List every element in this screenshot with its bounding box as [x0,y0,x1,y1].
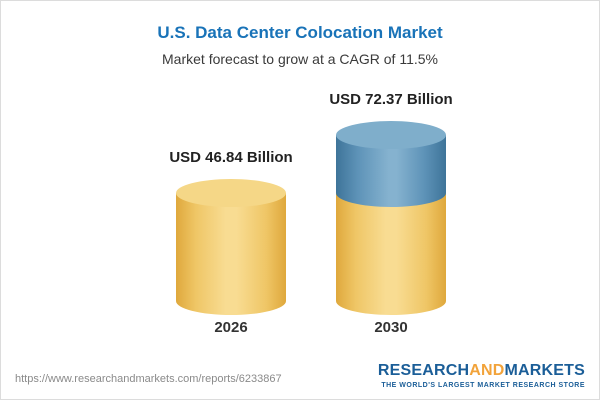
company-logo-tagline: THE WORLD'S LARGEST MARKET RESEARCH STOR… [381,382,585,389]
cylinder-2026-body [176,193,286,301]
company-logo-wordmark: RESEARCHANDMARKETS [378,362,585,380]
logo-and-text: AND [469,362,505,380]
chart-title: U.S. Data Center Colocation Market [157,23,443,42]
cylinder-2030-base-body [336,193,446,301]
chart-subtitle: Market forecast to grow at a CAGR of 11.… [162,51,438,67]
logo-markets-text: MARKETS [504,362,585,380]
logo-research-text: RESEARCH [377,362,470,380]
company-logo: RESEARCHANDMARKETS THE WORLD'S LARGEST M… [378,362,585,389]
cylinder-2026-bottom-cap [176,287,286,315]
report-url[interactable]: https://www.researchandmarkets.com/repor… [15,373,282,385]
category-label-2026: 2026 [214,319,248,336]
cylinder-2030-bottom-cap [336,287,446,315]
cylinder-2026-top-cap [176,179,286,208]
value-label-2026: USD 46.84 Billion [169,149,293,167]
category-label-2030: 2030 [374,319,408,336]
cylinder-2030-top-cap [336,120,446,149]
value-label-2030: USD 72.37 Billion [329,90,453,108]
